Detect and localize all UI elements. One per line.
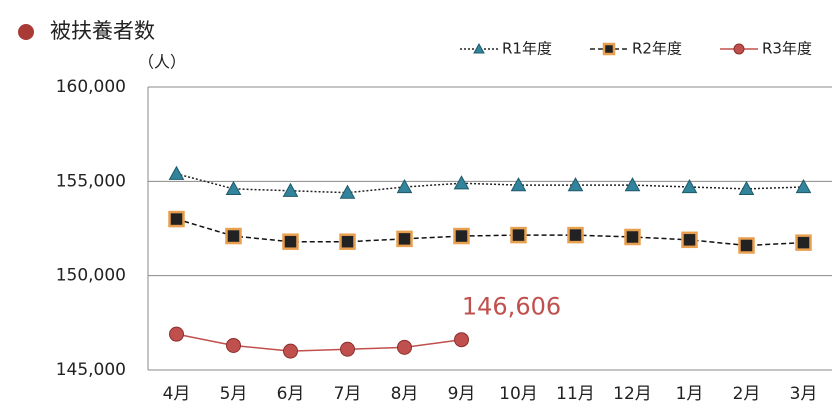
marker <box>510 226 527 244</box>
x-tick-label: 5月 <box>220 384 248 404</box>
legend-item: R3年度 <box>720 40 812 58</box>
x-tick-label: 11月 <box>556 384 595 404</box>
legend-label: R1年度 <box>502 40 552 58</box>
marker <box>795 234 812 251</box>
marker <box>624 177 641 192</box>
marker <box>283 343 298 359</box>
legend-item: R2年度 <box>590 40 682 58</box>
y-tick-label: 155,000 <box>56 171 126 191</box>
x-tick-label: 12月 <box>613 384 652 404</box>
marker <box>681 178 698 194</box>
marker <box>226 337 241 353</box>
x-tick-label: 6月 <box>277 384 305 404</box>
marker <box>225 180 242 195</box>
marker <box>738 180 755 195</box>
marker <box>168 210 185 228</box>
marker <box>282 182 299 197</box>
marker <box>454 332 469 348</box>
x-tick-label: 8月 <box>391 384 419 404</box>
y-tick-label: 145,000 <box>56 360 126 380</box>
series <box>169 326 469 359</box>
legend-label: R3年度 <box>762 40 812 58</box>
marker <box>567 226 584 244</box>
marker <box>339 184 356 199</box>
marker <box>473 42 485 54</box>
y-tick-label: 160,000 <box>56 77 126 97</box>
marker <box>396 178 413 194</box>
marker <box>795 178 812 194</box>
series-line <box>176 173 804 194</box>
marker <box>453 227 470 245</box>
x-tick-label: 9月 <box>448 384 476 404</box>
marker <box>340 341 355 357</box>
x-tick-label: 4月 <box>163 384 191 404</box>
x-tick-label: 1月 <box>676 384 704 404</box>
x-tick-label: 10月 <box>499 384 538 404</box>
title-bullet <box>18 24 34 40</box>
x-tick-label: 7月 <box>334 384 362 404</box>
legend-item: R1年度 <box>460 40 552 58</box>
y-axis-label: （人） <box>138 53 186 72</box>
series <box>168 165 812 199</box>
marker <box>567 177 584 192</box>
series <box>168 210 812 254</box>
marker <box>624 228 641 246</box>
chart-title: 被扶養者数 <box>50 19 155 43</box>
marker <box>282 233 299 250</box>
data-label: 146,606 <box>462 293 561 321</box>
marker <box>602 42 616 56</box>
marker <box>453 175 470 190</box>
series-line <box>176 218 804 247</box>
marker <box>168 165 185 180</box>
marker <box>738 237 755 254</box>
marker <box>397 339 412 355</box>
marker <box>225 227 242 245</box>
x-tick-label: 2月 <box>733 384 761 404</box>
marker <box>396 230 413 248</box>
marker <box>339 233 356 250</box>
marker <box>733 43 745 55</box>
marker <box>681 231 698 249</box>
series-line <box>176 333 462 352</box>
y-tick-label: 150,000 <box>56 266 126 286</box>
legend-label: R2年度 <box>632 40 682 58</box>
marker <box>169 326 184 342</box>
marker <box>510 177 527 192</box>
x-tick-label: 3月 <box>790 384 818 404</box>
